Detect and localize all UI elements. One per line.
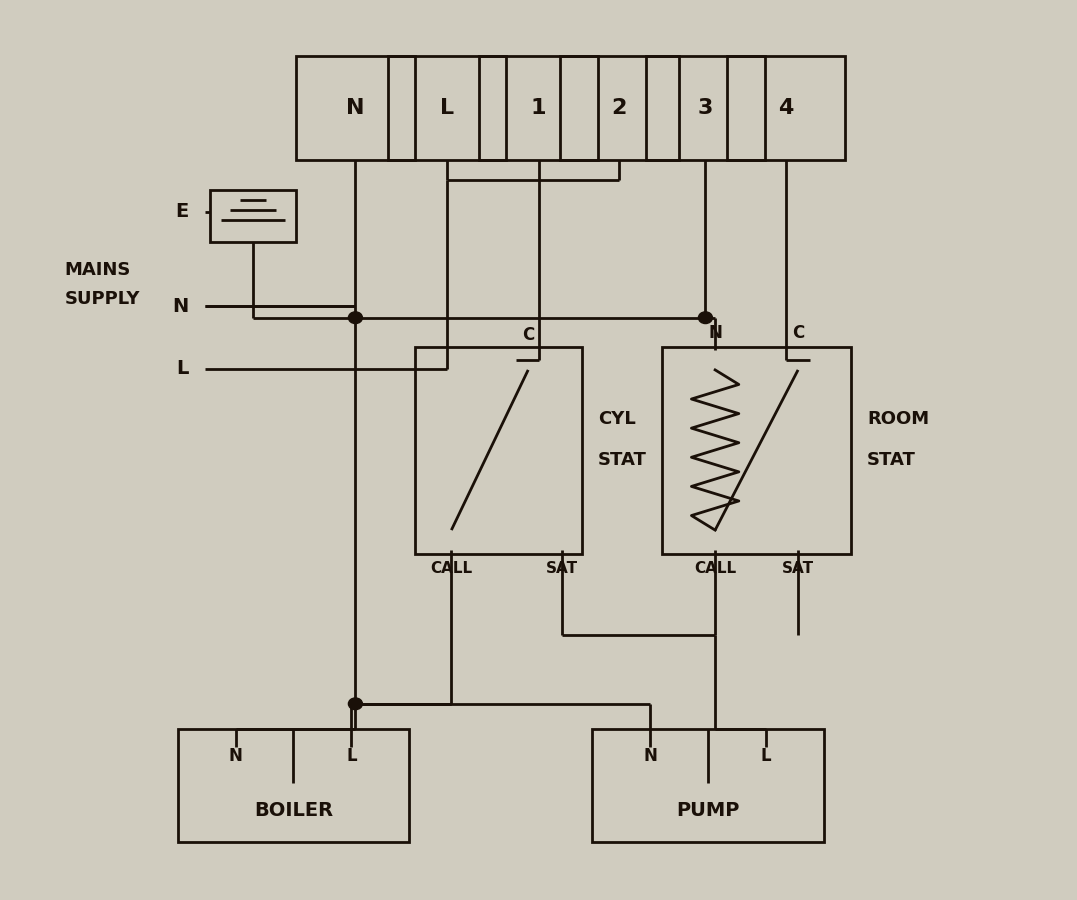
Text: 1: 1 [531, 98, 546, 118]
Bar [560, 56, 679, 160]
Bar [415, 346, 582, 554]
Text: STAT: STAT [867, 451, 915, 470]
Bar [479, 56, 598, 160]
Text: CYL: CYL [598, 410, 635, 428]
Bar [727, 56, 845, 160]
Bar [662, 346, 851, 554]
Text: L: L [439, 98, 454, 118]
Text: 2: 2 [612, 98, 627, 118]
Bar [210, 190, 296, 242]
Text: N: N [346, 98, 365, 118]
Text: 3: 3 [698, 98, 713, 118]
Text: CALL: CALL [431, 562, 473, 576]
Text: SAT: SAT [545, 562, 577, 576]
Text: SUPPLY: SUPPLY [65, 290, 140, 308]
Text: SAT: SAT [782, 562, 814, 576]
Text: PUMP: PUMP [676, 800, 740, 820]
Text: L: L [177, 359, 188, 379]
Bar [646, 56, 765, 160]
Text: L: L [346, 747, 356, 765]
Text: ROOM: ROOM [867, 410, 929, 428]
Text: L: L [760, 747, 771, 765]
Text: N: N [172, 296, 188, 316]
Text: C: C [792, 324, 805, 342]
Text: 4: 4 [779, 98, 794, 118]
Text: N: N [643, 747, 657, 765]
Bar [388, 56, 506, 160]
Text: N: N [228, 747, 242, 765]
Text: STAT: STAT [598, 451, 646, 470]
Circle shape [699, 311, 713, 323]
Bar [178, 729, 409, 842]
Text: CALL: CALL [694, 562, 737, 576]
Bar [296, 56, 415, 160]
Text: E: E [176, 202, 188, 221]
Text: N: N [709, 324, 722, 342]
Circle shape [349, 698, 362, 709]
Circle shape [349, 311, 362, 323]
Bar [592, 729, 824, 842]
Text: MAINS: MAINS [65, 261, 131, 279]
Text: C: C [522, 326, 534, 344]
Text: BOILER: BOILER [254, 800, 333, 820]
